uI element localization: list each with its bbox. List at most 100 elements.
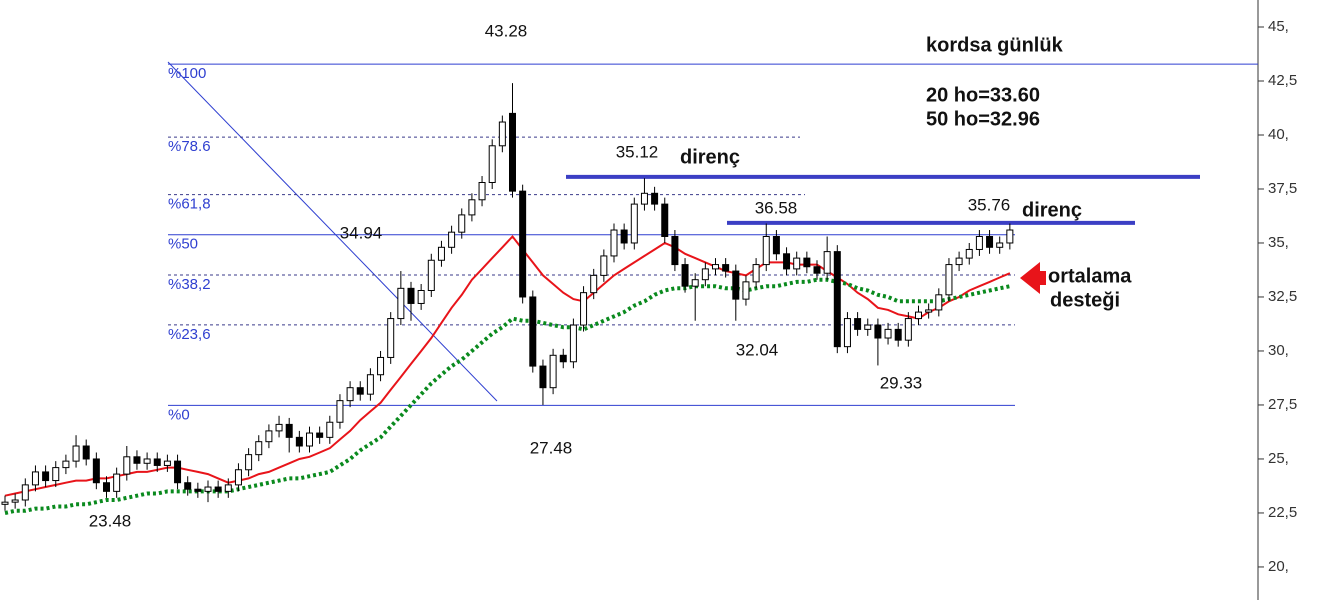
candle-body: [42, 471, 50, 482]
annotation: 27.48: [530, 438, 573, 457]
fib-label: %61,8: [168, 196, 211, 213]
y-tick-label: 42,5: [1268, 72, 1297, 89]
candle-body: [772, 236, 780, 255]
candle-body: [478, 182, 486, 201]
candle-body: [509, 112, 516, 192]
annotation: 32.04: [736, 340, 779, 359]
candle-body: [793, 257, 801, 270]
candle-body: [224, 484, 232, 492]
candle-body: [945, 264, 953, 296]
candle-body: [620, 229, 628, 244]
candle-body: [488, 145, 496, 184]
candle-body: [417, 289, 425, 304]
y-tick-label: 30,: [1268, 342, 1289, 359]
candle-body: [346, 387, 354, 402]
y-tick-label: 40,: [1268, 126, 1289, 143]
candle-body: [640, 192, 648, 205]
candle-body: [194, 488, 202, 492]
y-tick-label: 20,: [1268, 558, 1289, 575]
trend-line: [167, 61, 498, 402]
annotation: 36.58: [755, 198, 798, 217]
candle-body: [133, 456, 141, 464]
arrow-label: desteği: [1050, 289, 1120, 311]
candle-body: [336, 400, 344, 423]
fib-label: %78.6: [168, 138, 211, 155]
candle-body: [854, 318, 862, 330]
candle-body: [427, 259, 435, 291]
candle-body: [580, 292, 588, 326]
candle-body: [295, 436, 303, 447]
candle-body: [610, 229, 618, 257]
candle-body: [143, 458, 151, 464]
candle-body: [549, 354, 557, 389]
candle-body: [214, 486, 222, 492]
candle-body: [833, 251, 841, 348]
annotation: 43.28: [485, 21, 528, 40]
candle-body: [915, 311, 922, 320]
annotation: 29.33: [880, 373, 923, 392]
candle-body: [843, 318, 851, 348]
candle-body: [925, 309, 933, 313]
candle-body: [1006, 229, 1014, 244]
candle-body: [11, 499, 19, 503]
candle-body: [955, 257, 963, 266]
ma-line: [4, 234, 1011, 497]
candle-body: [174, 460, 182, 484]
candle-body: [387, 318, 395, 358]
candle-body: [712, 264, 719, 270]
y-tick-label: 37,5: [1268, 180, 1297, 197]
fib-label: %100: [168, 65, 206, 82]
candle-body: [316, 432, 324, 438]
arrow-label: ortalama: [1048, 265, 1132, 287]
candle-body: [72, 445, 80, 462]
candle-body: [722, 264, 730, 272]
candle-body: [245, 454, 253, 471]
candle-body: [681, 264, 689, 287]
candle-body: [762, 236, 770, 266]
candle-body: [275, 423, 283, 432]
candle-body: [894, 328, 902, 341]
candle-body: [630, 203, 638, 244]
candle-body: [52, 467, 60, 482]
candle-body: [458, 214, 466, 233]
y-tick-label: 35,: [1268, 234, 1289, 251]
candle-body: [62, 460, 70, 469]
candle-body: [590, 274, 598, 294]
resistance-label: direnç: [680, 146, 740, 168]
candle-body: [31, 471, 39, 486]
candle-body: [92, 458, 100, 484]
ma-info: 20 ho=33.60: [926, 84, 1040, 106]
candle-body: [204, 486, 212, 492]
candle-body: [437, 246, 445, 261]
annotation: 35.76: [968, 195, 1011, 214]
y-tick-label: 45,: [1268, 18, 1289, 35]
y-tick-label: 32,5: [1268, 288, 1297, 305]
fib-label: %50: [168, 236, 198, 253]
candle-body: [671, 236, 679, 266]
arrow: [1020, 262, 1046, 294]
candle-body: [377, 356, 385, 376]
candle-body: [529, 296, 537, 367]
candle-body: [265, 430, 273, 443]
candle-body: [701, 268, 709, 281]
candle-body: [742, 281, 750, 300]
candle-body: [397, 287, 405, 320]
candle-body: [163, 460, 171, 466]
ma-line: [4, 277, 1011, 515]
candle-body: [996, 242, 1004, 248]
candle-body: [691, 279, 699, 287]
candle-body: [1, 501, 9, 505]
candle-body: [498, 121, 506, 147]
candle-body: [975, 236, 983, 250]
candle-body: [184, 482, 192, 490]
y-tick-label: 27,5: [1268, 396, 1297, 413]
candle-body: [366, 374, 374, 395]
candle-body: [864, 324, 872, 330]
candle-body: [651, 192, 659, 205]
candle-body: [904, 318, 912, 341]
y-tick-label: 25,: [1268, 450, 1289, 467]
candle-body: [874, 324, 882, 339]
candle-body: [255, 441, 263, 456]
candle-body: [823, 251, 831, 274]
